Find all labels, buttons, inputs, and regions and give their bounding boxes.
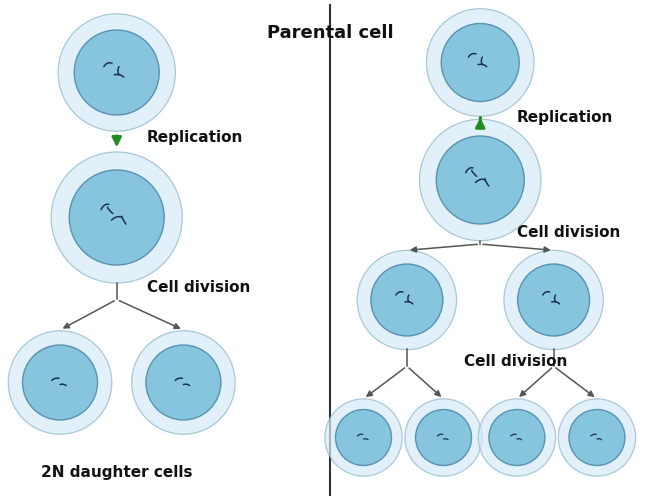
Circle shape [146, 345, 221, 420]
Circle shape [420, 120, 541, 240]
Circle shape [436, 136, 524, 224]
Circle shape [416, 410, 472, 466]
Circle shape [23, 345, 97, 420]
Text: Parental cell: Parental cell [267, 24, 394, 42]
Circle shape [51, 152, 182, 283]
Circle shape [489, 410, 545, 466]
Text: Replication: Replication [517, 110, 613, 125]
Text: Cell division: Cell division [517, 225, 620, 240]
Circle shape [325, 399, 402, 476]
Circle shape [569, 410, 625, 466]
Circle shape [442, 24, 519, 102]
Circle shape [8, 331, 112, 434]
Circle shape [131, 331, 235, 434]
Circle shape [58, 14, 175, 131]
Text: 2N daughter cells: 2N daughter cells [41, 465, 193, 480]
Circle shape [558, 399, 636, 476]
Circle shape [358, 250, 456, 350]
Circle shape [336, 410, 392, 466]
Circle shape [405, 399, 482, 476]
Text: Cell division: Cell division [464, 354, 567, 368]
Circle shape [371, 264, 443, 336]
Text: Cell division: Cell division [147, 280, 250, 295]
Circle shape [426, 8, 534, 117]
Circle shape [74, 30, 159, 115]
Circle shape [504, 250, 603, 350]
Circle shape [478, 399, 556, 476]
Text: Replication: Replication [147, 130, 243, 145]
Circle shape [518, 264, 590, 336]
Circle shape [69, 170, 164, 265]
